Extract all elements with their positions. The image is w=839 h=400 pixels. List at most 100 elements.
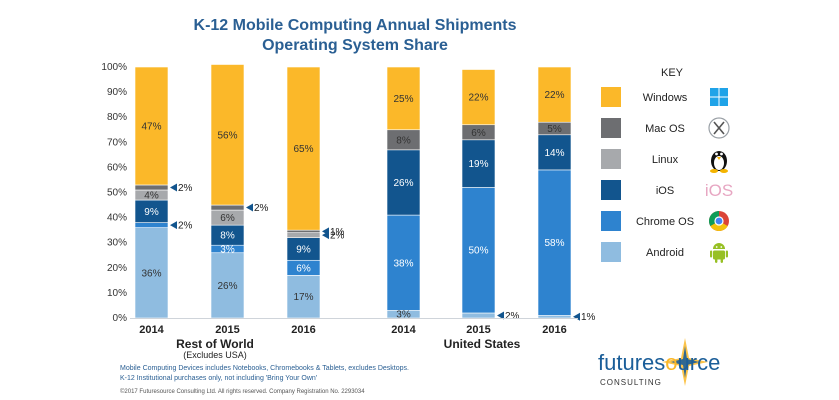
data-label-ios: 8% xyxy=(220,231,235,242)
bar-segment-windows xyxy=(461,69,496,126)
legend-swatch xyxy=(601,87,621,107)
chrome-logo-icon xyxy=(709,211,729,231)
y-tick-label: 60% xyxy=(107,162,127,173)
legend-item-mac-os: Mac OS xyxy=(601,117,730,139)
stacked-bar: 1% 58% 14% 5% 22% xyxy=(537,66,596,323)
bar-segment-windows xyxy=(134,66,169,186)
legend-item-android: Android xyxy=(601,242,728,263)
legend-label: Mac OS xyxy=(645,123,685,135)
y-tick-label: 70% xyxy=(107,137,127,148)
group-label-united-states: United States xyxy=(444,337,521,351)
legend-swatch xyxy=(601,211,621,231)
y-tick-label: 90% xyxy=(107,87,127,98)
group-sublabel-rest-of-world: (Excludes USA) xyxy=(183,350,247,360)
data-label-mac-os: 8% xyxy=(396,135,411,146)
windows-logo-icon xyxy=(710,88,728,106)
bar-segment-android xyxy=(537,315,572,319)
x-tick-label: 2016 xyxy=(291,324,315,336)
bar-segment-android xyxy=(134,227,169,319)
callout-arrow-chrome-os xyxy=(170,221,177,230)
bar-segment-android xyxy=(461,312,496,319)
y-tick-label: 0% xyxy=(113,313,128,324)
data-label-android: 3% xyxy=(396,310,411,321)
legend-label: Android xyxy=(646,247,684,259)
svg-text:futuresource: futuresource xyxy=(598,350,720,375)
data-label-windows: 22% xyxy=(544,90,564,101)
bar-area: 36%2%9%4%2%47%26%3%8%6%2%56%17%6%9%2%1%6… xyxy=(134,64,596,323)
chart-title-line-1: K-12 Mobile Computing Annual Shipments xyxy=(194,17,517,34)
stacked-bar: 36% 2% 9% 4% 2% 47% xyxy=(134,66,193,319)
data-label-linux: 4% xyxy=(144,191,159,202)
y-tick-label: 30% xyxy=(107,238,127,249)
stacked-bar: 2% 50% 19% 6% 22% xyxy=(461,69,520,322)
data-label-chrome-os: 50% xyxy=(468,246,488,257)
data-label-ios: 9% xyxy=(144,207,159,218)
y-tick-label: 40% xyxy=(107,213,127,224)
bar-segment-windows xyxy=(537,66,572,123)
copyright-text: ©2017 Futuresource Consulting Ltd. All r… xyxy=(120,388,365,395)
futuresource-logo: futuresource CONSULTING xyxy=(598,338,720,387)
data-label-chrome-os: 58% xyxy=(544,238,564,249)
bar-segment-mac-os xyxy=(286,229,321,233)
legend-swatch xyxy=(601,180,621,200)
callout-arrow-mac-os xyxy=(246,203,253,212)
data-label-android: 26% xyxy=(217,281,237,292)
stacked-bar: 3% 38% 26% 8% 25% xyxy=(386,66,421,321)
data-label-ios: 14% xyxy=(544,148,564,159)
data-label-android: 36% xyxy=(141,268,161,279)
callout-arrow-android xyxy=(497,311,504,320)
data-label-chrome-os: 3% xyxy=(220,244,235,255)
legend-swatch xyxy=(601,149,621,169)
bar-segment-windows xyxy=(386,66,421,131)
legend: KEY Windows Mac OS Linux iOS iOS Chrome OS And… xyxy=(601,67,733,263)
legend-item-windows: Windows xyxy=(601,87,728,107)
footnote-1: Mobile Computing Devices includes Notebo… xyxy=(120,365,409,372)
data-label-android: 17% xyxy=(293,292,313,303)
data-label-linux: 2% xyxy=(330,231,345,242)
linux-penguin-icon xyxy=(710,151,728,173)
y-tick-label: 10% xyxy=(107,288,127,299)
data-label-chrome-os: 38% xyxy=(393,258,413,269)
group-label-rest-of-world: Rest of World xyxy=(176,337,254,351)
ios-logo-icon: iOS xyxy=(705,181,733,200)
data-label-windows: 65% xyxy=(293,144,313,155)
logo-star-icon xyxy=(662,338,708,386)
data-label-mac-os: 6% xyxy=(471,128,486,139)
data-label-chrome-os: 6% xyxy=(296,263,311,274)
legend-swatch xyxy=(601,242,621,262)
data-label-ios: 9% xyxy=(296,244,311,255)
chart-title-line-2: Operating System Share xyxy=(262,37,448,54)
data-label-ios: 19% xyxy=(468,159,488,170)
callout-arrow-android xyxy=(573,312,580,321)
bar-segment-ios xyxy=(386,149,421,216)
data-label-mac-os: 2% xyxy=(178,183,193,194)
data-label-mac-os: 1% xyxy=(330,227,345,238)
legend-item-ios: iOS iOS xyxy=(601,180,733,200)
legend-label: iOS xyxy=(656,185,674,197)
bar-segment-linux xyxy=(286,232,321,238)
legend-title: KEY xyxy=(661,67,684,79)
data-label-android: 1% xyxy=(581,312,596,323)
y-tick-label: 20% xyxy=(107,263,127,274)
data-label-windows: 56% xyxy=(217,130,237,141)
data-label-linux: 6% xyxy=(220,213,235,224)
data-label-mac-os: 5% xyxy=(547,124,562,135)
footnote-2: K-12 Institutional purchases only, not i… xyxy=(120,375,317,382)
legend-swatch xyxy=(601,118,621,138)
data-label-chrome-os: 2% xyxy=(178,221,193,232)
x-tick-label: 2016 xyxy=(542,324,566,336)
legend-item-chrome-os: Chrome OS xyxy=(601,211,729,231)
callout-arrow-mac-os xyxy=(322,227,329,236)
y-tick-label: 80% xyxy=(107,112,127,123)
bar-segment-chrome-os xyxy=(537,169,572,316)
logo-subtext: CONSULTING xyxy=(600,378,662,387)
bar-segment-ios xyxy=(537,134,572,171)
y-tick-label: 50% xyxy=(107,188,127,199)
data-label-android: 2% xyxy=(505,311,520,322)
mac-os-x-logo-icon xyxy=(708,117,730,139)
android-robot-icon xyxy=(710,243,728,263)
legend-label: Windows xyxy=(643,92,688,104)
logo-text-mid: o xyxy=(665,350,677,375)
x-tick-label: 2014 xyxy=(391,324,416,336)
